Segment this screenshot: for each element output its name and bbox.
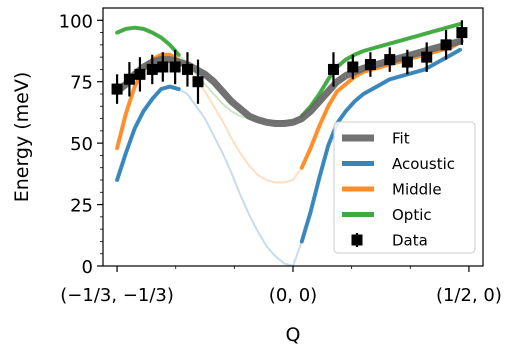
y-tick-label: 0 bbox=[82, 257, 93, 278]
legend-label-middle: Middle bbox=[392, 181, 442, 199]
series-acoustic bbox=[115, 47, 463, 244]
x-tick-label: (−1/3, −1/3) bbox=[60, 285, 174, 306]
data-point bbox=[134, 68, 146, 80]
legend-box bbox=[333, 121, 476, 254]
legend: Fit Acoustic Middle Optic Data bbox=[333, 121, 476, 254]
data-point bbox=[192, 76, 204, 88]
legend-marker-data bbox=[351, 234, 363, 246]
x-axis-ticks: (−1/3, −1/3) (0, 0) (1/2, 0) bbox=[60, 266, 502, 306]
x-tick-label: (1/2, 0) bbox=[436, 285, 502, 306]
data-point bbox=[440, 39, 452, 51]
series-optic bbox=[115, 22, 463, 119]
data-point bbox=[456, 27, 468, 39]
data-point bbox=[157, 61, 169, 73]
data-point bbox=[384, 54, 396, 66]
y-tick-label: 100 bbox=[59, 11, 93, 32]
data-points bbox=[111, 20, 468, 104]
y-axis-ticks: 0 25 50 75 100 bbox=[59, 11, 103, 278]
legend-label-fit: Fit bbox=[392, 130, 410, 148]
data-point bbox=[111, 83, 123, 95]
data-point bbox=[181, 63, 193, 75]
y-tick-label: 75 bbox=[70, 73, 93, 94]
y-tick-label: 25 bbox=[70, 196, 93, 217]
legend-label-acoustic: Acoustic bbox=[392, 155, 455, 173]
data-point bbox=[123, 73, 135, 85]
y-tick-label: 50 bbox=[70, 134, 93, 155]
y-axis-label: Energy (meV) bbox=[11, 72, 33, 203]
legend-label-optic: Optic bbox=[392, 206, 432, 224]
data-point bbox=[347, 61, 359, 73]
data-point bbox=[146, 63, 158, 75]
data-point bbox=[327, 63, 339, 75]
legend-label-data: Data bbox=[392, 232, 428, 250]
x-tick-label: (0, 0) bbox=[269, 285, 317, 306]
data-point bbox=[364, 59, 376, 71]
data-point bbox=[169, 61, 181, 73]
data-point bbox=[401, 56, 413, 68]
x-axis-label: Q bbox=[286, 324, 301, 346]
data-point bbox=[421, 51, 433, 63]
